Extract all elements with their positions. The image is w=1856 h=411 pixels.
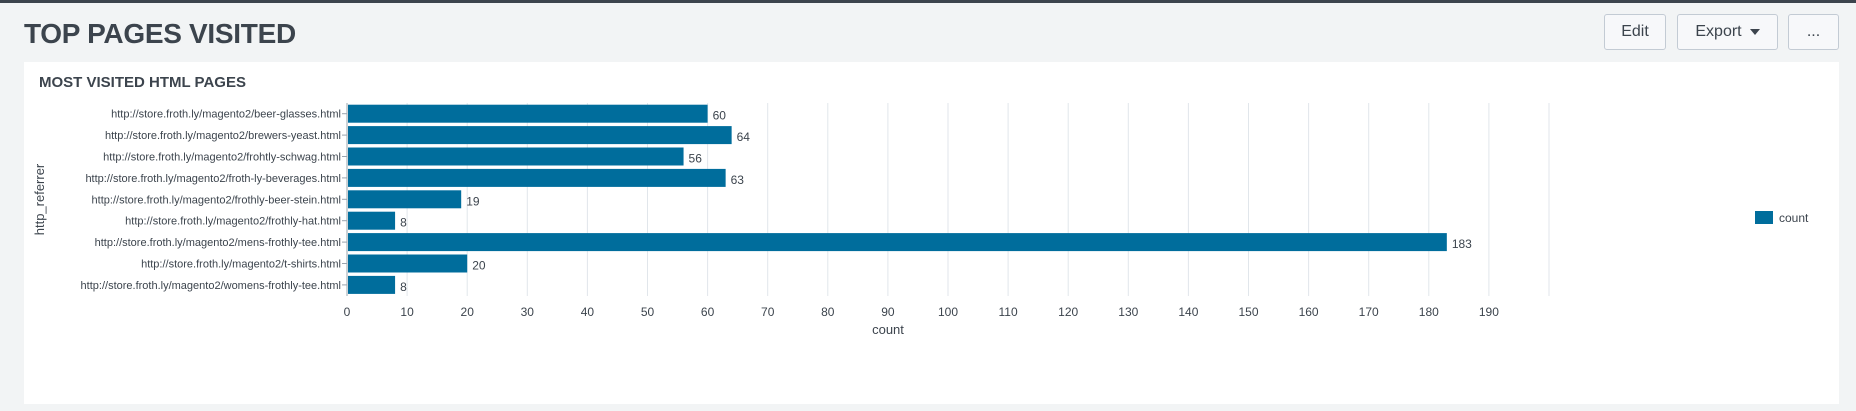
data-label: 8 (400, 216, 407, 230)
data-label: 20 (472, 259, 486, 273)
x-tick-label: 180 (1419, 305, 1439, 319)
more-actions-label: ... (1806, 23, 1821, 40)
chart-panel: MOST VISITED HTML PAGES http://store.fro… (24, 62, 1839, 404)
data-label: 56 (689, 152, 703, 166)
y-tick-label: http://store.froth.ly/magento2/froth-ly-… (85, 173, 341, 185)
x-tick-label: 140 (1178, 305, 1198, 319)
export-button[interactable]: Export (1677, 14, 1778, 50)
bar-chart: http://store.froth.ly/magento2/beer-glas… (32, 103, 1809, 337)
data-label: 60 (713, 109, 727, 123)
edit-button-label: Edit (1621, 23, 1649, 40)
x-tick-label: 30 (521, 305, 535, 319)
x-tick-label: 130 (1118, 305, 1138, 319)
export-button-label: Export (1695, 23, 1742, 40)
x-tick-label: 150 (1238, 305, 1258, 319)
caret-down-icon (1749, 29, 1760, 35)
bar (348, 233, 1447, 252)
legend-label: count (1779, 211, 1809, 225)
x-tick-label: 170 (1359, 305, 1379, 319)
x-tick-label: 70 (761, 305, 775, 319)
y-axis-title: http_referrer (32, 163, 47, 235)
x-tick-label: 10 (400, 305, 414, 319)
y-tick-label: http://store.froth.ly/magento2/brewers-y… (105, 130, 341, 142)
data-label: 19 (466, 194, 480, 208)
x-tick-label: 50 (641, 305, 655, 319)
x-tick-label: 20 (461, 305, 475, 319)
y-tick-label: http://store.froth.ly/magento2/mens-frot… (95, 237, 341, 249)
y-tick-label: http://store.froth.ly/magento2/frothly-h… (125, 216, 341, 228)
data-label: 183 (1452, 237, 1472, 251)
bar (348, 147, 684, 166)
x-tick-label: 110 (999, 305, 1018, 319)
data-label: 63 (731, 173, 745, 187)
panel-title: MOST VISITED HTML PAGES (39, 74, 246, 91)
x-tick-label: 190 (1479, 305, 1499, 319)
x-tick-label: 80 (821, 305, 835, 319)
bar (348, 211, 396, 230)
data-label: 8 (400, 280, 407, 294)
more-actions-button[interactable]: ... (1788, 14, 1839, 50)
bar (348, 254, 468, 273)
dashboard-title: TOP PAGES VISITED (24, 18, 296, 49)
y-tick-label: http://store.froth.ly/magento2/beer-glas… (111, 109, 341, 121)
y-tick-label: http://store.froth.ly/magento2/frothly-b… (92, 194, 341, 206)
top-border (0, 0, 1856, 3)
bar (348, 190, 462, 209)
bar (348, 126, 732, 145)
x-tick-label: 90 (881, 305, 895, 319)
edit-button[interactable]: Edit (1604, 14, 1666, 50)
x-tick-label: 60 (701, 305, 715, 319)
x-tick-label: 100 (938, 305, 958, 319)
x-tick-label: 120 (1058, 305, 1078, 319)
x-tick-label: 40 (581, 305, 595, 319)
data-label: 64 (737, 130, 751, 144)
y-tick-label: http://store.froth.ly/magento2/frohtly-s… (103, 152, 341, 164)
legend-swatch (1755, 211, 1773, 224)
bar (348, 275, 396, 294)
x-tick-label: 160 (1299, 305, 1319, 319)
bar (348, 168, 726, 187)
y-tick-label: http://store.froth.ly/magento2/womens-fr… (81, 280, 341, 292)
x-tick-label: 0 (344, 305, 351, 319)
bar (348, 104, 708, 123)
y-tick-label: http://store.froth.ly/magento2/t-shirts.… (141, 259, 341, 271)
x-axis-title: count (872, 322, 904, 337)
